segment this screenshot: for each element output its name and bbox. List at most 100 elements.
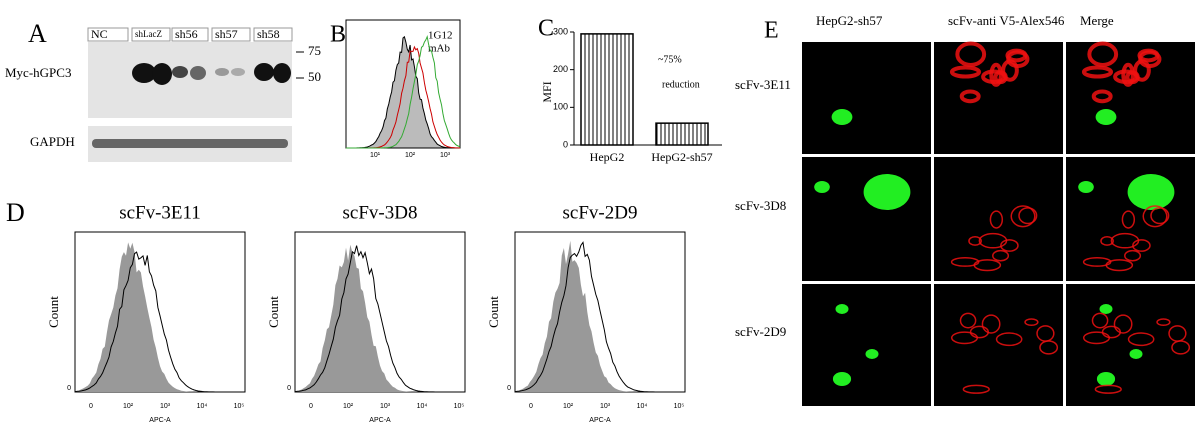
bar bbox=[655, 122, 709, 146]
y-tick-label: 0 bbox=[67, 385, 71, 392]
x-label: APC-A bbox=[149, 417, 171, 424]
x-tick-label: 0 bbox=[89, 403, 93, 410]
histogram-isotype bbox=[75, 242, 245, 392]
cell-green bbox=[863, 174, 911, 210]
cell-red bbox=[1113, 69, 1139, 85]
x-tick-label: 10⁴ bbox=[637, 403, 648, 410]
label: scFv-anti V5-Alex546 bbox=[948, 13, 1065, 28]
y-tick-label: 0 bbox=[287, 385, 291, 392]
cell-green bbox=[865, 349, 879, 359]
micrograph bbox=[802, 42, 931, 154]
y-tick-label: 300 bbox=[553, 26, 568, 36]
cell-red bbox=[1006, 50, 1030, 69]
histogram bbox=[294, 245, 465, 393]
micrograph bbox=[934, 42, 1063, 154]
y-tick-label: 100 bbox=[553, 102, 568, 112]
y-tick-label: 0 bbox=[563, 139, 568, 149]
label: E bbox=[764, 18, 779, 44]
lane-box bbox=[87, 27, 129, 42]
cell-red bbox=[1039, 340, 1059, 355]
cell-red bbox=[981, 314, 1001, 334]
x-tick-label: 10² bbox=[563, 403, 574, 410]
cell-red bbox=[1142, 205, 1168, 228]
cell-red bbox=[1156, 318, 1171, 327]
label: MFI bbox=[540, 81, 554, 102]
cell-red bbox=[1132, 239, 1151, 252]
micrograph bbox=[802, 157, 931, 281]
histogram bbox=[346, 35, 461, 149]
cell-red bbox=[995, 332, 1023, 347]
label: sh56 bbox=[175, 27, 198, 41]
label: 75 bbox=[308, 43, 321, 58]
cell-red bbox=[1100, 236, 1114, 246]
lane-box bbox=[171, 27, 209, 42]
x-tick-label: 10⁴ bbox=[197, 403, 208, 410]
cell-red bbox=[1091, 89, 1113, 104]
y-tick-label: 200 bbox=[553, 64, 568, 74]
label: C bbox=[538, 16, 554, 42]
x-tick-label: 10⁵ bbox=[454, 403, 465, 410]
histogram-isotype bbox=[346, 35, 460, 149]
cell-red bbox=[955, 41, 987, 68]
cell-green bbox=[1099, 304, 1113, 314]
histogram bbox=[514, 241, 685, 393]
cell-red bbox=[1127, 332, 1155, 347]
cell-red bbox=[1087, 41, 1119, 68]
cell-red bbox=[959, 89, 981, 104]
label: scFv-3D8 bbox=[735, 198, 786, 213]
cell-red bbox=[1171, 340, 1191, 355]
x-tick-label: HepG2 bbox=[590, 150, 625, 164]
cell-red bbox=[1113, 314, 1133, 334]
label: D bbox=[6, 198, 25, 227]
micrograph bbox=[1066, 284, 1195, 406]
label: scFv-2D9 bbox=[735, 324, 786, 339]
label: Count bbox=[46, 296, 61, 328]
cell-red bbox=[1101, 325, 1122, 339]
cell-red bbox=[1124, 249, 1142, 262]
label: 1G12 bbox=[428, 30, 452, 42]
label: sh58 bbox=[257, 27, 280, 41]
label: scFv-3E11 bbox=[735, 77, 791, 92]
micrograph bbox=[802, 284, 931, 406]
blot bbox=[88, 42, 292, 118]
label: Count bbox=[266, 296, 281, 328]
x-tick-label: 0 bbox=[529, 403, 533, 410]
x-label: APC-A bbox=[589, 417, 611, 424]
histogram-isotype bbox=[515, 240, 685, 392]
cell-red bbox=[1150, 207, 1170, 225]
label: scFv-2D9 bbox=[563, 202, 638, 223]
cell-red bbox=[1081, 65, 1114, 79]
label: B bbox=[330, 22, 346, 48]
blot-bands bbox=[92, 63, 291, 148]
x-tick-label: 10⁵ bbox=[234, 403, 245, 410]
label: Myc-hGPC3 bbox=[5, 65, 71, 80]
cell-green bbox=[1078, 181, 1094, 193]
cell-red bbox=[962, 384, 990, 394]
label: 50 bbox=[308, 69, 321, 84]
cell-red bbox=[1024, 318, 1039, 327]
label: ~75% bbox=[658, 54, 682, 65]
cell-red bbox=[1121, 210, 1136, 229]
cell-red bbox=[1010, 205, 1036, 228]
label: mAb bbox=[428, 43, 451, 55]
histogram-isotype bbox=[295, 244, 465, 392]
label: sh57 bbox=[215, 27, 238, 41]
x-tick-label: 10³ bbox=[160, 403, 171, 410]
histogram bbox=[74, 251, 245, 393]
x-tick-label: 0 bbox=[309, 403, 313, 410]
label: HepG2-sh57 bbox=[816, 13, 883, 28]
x-tick-label: 10³ bbox=[600, 403, 611, 410]
label: NC bbox=[91, 27, 108, 41]
cell-green bbox=[1129, 349, 1143, 359]
cell-red bbox=[949, 65, 982, 79]
label: 10¹ bbox=[370, 152, 381, 159]
cell-green bbox=[1095, 109, 1117, 125]
cell-red bbox=[969, 325, 990, 339]
cell-red bbox=[989, 210, 1004, 229]
lane-box bbox=[211, 27, 251, 42]
cell-red bbox=[968, 236, 982, 246]
label: scFv-3E11 bbox=[119, 202, 201, 223]
micrograph bbox=[1066, 42, 1195, 154]
lane-box bbox=[131, 27, 171, 42]
